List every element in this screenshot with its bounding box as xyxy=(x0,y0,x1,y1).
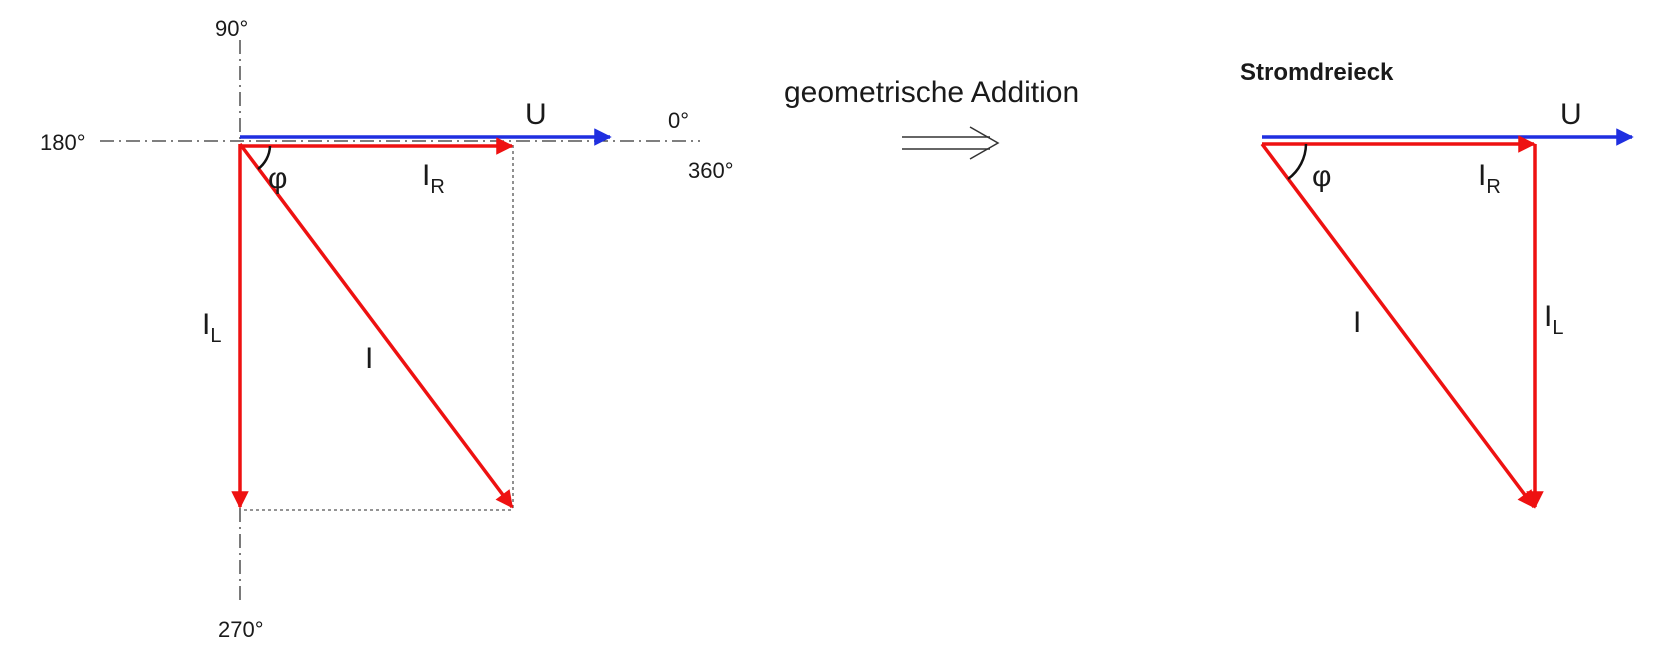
geometric-addition-label: geometrische Addition xyxy=(784,76,1079,109)
current-vector-i xyxy=(238,142,514,509)
label-u: U xyxy=(525,98,547,131)
label-il: IL xyxy=(202,308,221,347)
label-ir: IR xyxy=(422,159,445,198)
triangle-label-u: U xyxy=(1560,98,1582,131)
angle-label-0: 0° xyxy=(668,108,689,133)
triangle-label-il: IL xyxy=(1544,300,1563,339)
label-phi: φ xyxy=(268,162,287,195)
label-i: I xyxy=(365,342,373,375)
triangle-label-ir: IR xyxy=(1478,159,1501,198)
geometric-addition: geometrische Addition xyxy=(784,76,1079,160)
current-triangle: Stromdreieck U φ IR IL I xyxy=(1240,59,1634,509)
triangle-label-phi: φ xyxy=(1312,160,1331,193)
phase-angle-arc xyxy=(257,145,272,171)
angle-label-180: 180° xyxy=(40,130,86,155)
triangle-label-i: I xyxy=(1353,306,1361,339)
angle-label-270: 270° xyxy=(218,617,264,642)
left-phasor-diagram: 90° 180° 0° 360° 270° U φ IR IL I xyxy=(40,16,734,642)
angle-label-90: 90° xyxy=(215,16,248,41)
triangle-phase-angle-arc xyxy=(1287,143,1308,181)
triangle-current-i xyxy=(1260,142,1536,509)
triangle-title: Stromdreieck xyxy=(1240,59,1394,86)
double-arrow-icon xyxy=(902,126,1000,160)
angle-label-360: 360° xyxy=(688,158,734,183)
